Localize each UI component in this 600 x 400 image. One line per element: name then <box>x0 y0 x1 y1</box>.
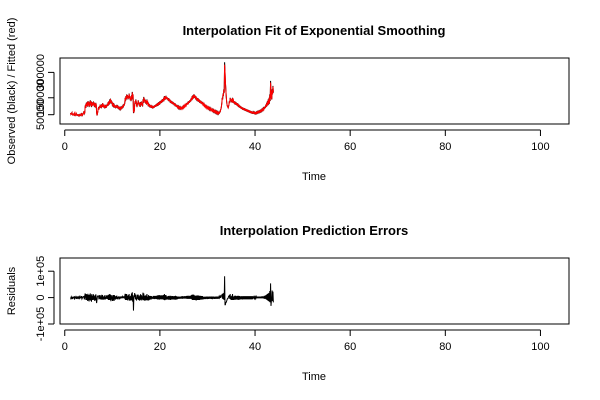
fit-x-tick-label: 80 <box>439 141 451 153</box>
residuals-y-tick-label: 0 <box>35 295 47 301</box>
residuals-series-residuals <box>70 276 274 311</box>
residuals-series-group <box>70 276 274 311</box>
residuals-y-axis: -1e+05 0 1e+05 <box>35 256 55 342</box>
residuals-x-tick-label: 20 <box>154 341 166 353</box>
fit-series-group <box>69 62 274 118</box>
residuals-x-tick-label: 100 <box>531 341 549 353</box>
fit-y-tick-label: 300000 <box>35 54 47 91</box>
fit-x-tick-label: 20 <box>154 141 166 153</box>
residuals-x-axis: 0 20 40 60 80 100 <box>62 329 550 353</box>
fit-chart-xlabel: Time <box>302 171 326 183</box>
residuals-chart-xlabel: Time <box>302 371 326 383</box>
residuals-x-tick-label: 0 <box>62 341 68 353</box>
fit-chart-ylabel: Observed (black) / Fitted (red) <box>6 18 18 165</box>
fit-chart-frame <box>59 57 570 125</box>
fit-x-axis: 0 20 40 60 80 100 <box>62 129 550 153</box>
residuals-x-tick-label: 60 <box>344 341 356 353</box>
residuals-y-tick-label: -1e+05 <box>35 307 47 342</box>
fit-chart: Interpolation Fit of Exponential Smoothi… <box>6 18 570 183</box>
fit-series-fitted <box>69 64 274 118</box>
fit-x-tick-label: 0 <box>62 141 68 153</box>
residuals-x-tick-label: 80 <box>439 341 451 353</box>
residuals-chart-frame <box>59 257 570 325</box>
residuals-chart: Interpolation Prediction Errors 0 20 40 60 8… <box>6 223 570 383</box>
fit-x-tick-label: 100 <box>531 141 549 153</box>
fit-x-tick-label: 60 <box>344 141 356 153</box>
residuals-chart-ylabel: Residuals <box>6 266 18 315</box>
fit-chart-title: Interpolation Fit of Exponential Smoothi… <box>183 23 446 38</box>
fit-y-tick-label: 50000 <box>35 99 47 130</box>
fit-x-tick-label: 40 <box>249 141 261 153</box>
fit-y-tick-label: 150000 <box>35 79 47 116</box>
residuals-x-tick-label: 40 <box>249 341 261 353</box>
residuals-y-tick-label: 1e+05 <box>35 256 47 287</box>
residuals-chart-title: Interpolation Prediction Errors <box>220 223 409 238</box>
